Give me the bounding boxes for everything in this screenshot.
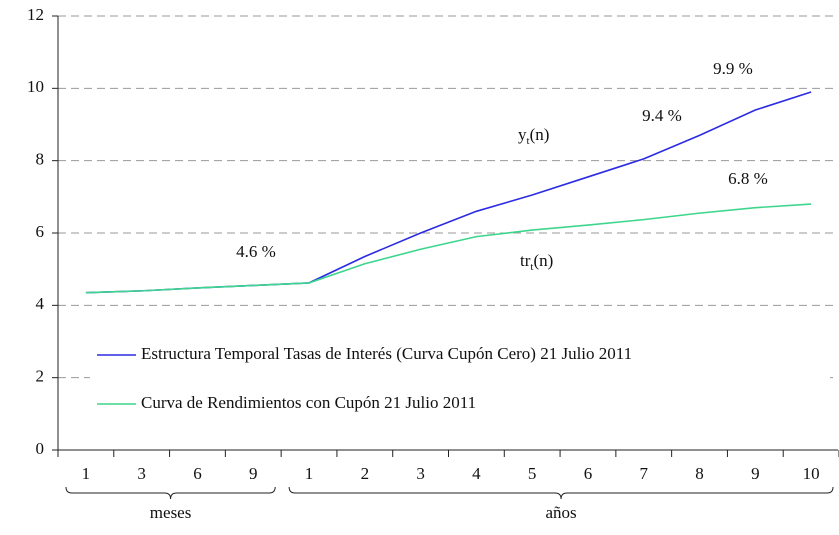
series-line — [85, 91, 812, 294]
y-tick-label: 10 — [27, 77, 44, 96]
y-tick-label: 12 — [27, 5, 44, 24]
annotation-part: t — [527, 135, 530, 147]
x-tick-label: 9 — [249, 464, 258, 483]
annotation-part: (n) — [530, 125, 550, 144]
annotation: 9.9 % — [713, 59, 753, 78]
legend-label: Curva de Rendimientos con Cupón 21 Julio… — [141, 393, 476, 412]
series-line — [85, 203, 812, 294]
annotation-part: t — [530, 261, 533, 273]
y-tick-label: 6 — [36, 222, 45, 241]
x-tick-label: 6 — [193, 464, 202, 483]
y-tick-label: 2 — [36, 367, 45, 386]
x-tick-label: 7 — [640, 464, 649, 483]
x-tick-label: 2 — [361, 464, 370, 483]
legend-label: Estructura Temporal Tasas de Interés (Cu… — [141, 344, 632, 363]
annotation-part: 9.4 % — [642, 106, 682, 125]
group-label: meses — [150, 503, 192, 522]
annotation-part: y — [518, 125, 527, 144]
annotation: 4.6 % — [236, 242, 276, 261]
x-tick-label: 5 — [528, 464, 537, 483]
x-tick-label: 3 — [416, 464, 425, 483]
x-tick-label: 6 — [584, 464, 593, 483]
group-brace — [288, 486, 834, 500]
y-tick-label: 4 — [36, 294, 45, 313]
group-label: años — [545, 503, 576, 522]
annotation-part: 6.8 % — [728, 169, 768, 188]
annotation: yt(n) — [518, 125, 549, 147]
annotation-part: 9.9 % — [713, 59, 753, 78]
y-tick-label: 8 — [36, 150, 45, 169]
x-tick-label: 8 — [695, 464, 704, 483]
annotation-part: tr — [520, 251, 531, 270]
x-tick-label: 1 — [82, 464, 91, 483]
annotation-part: (n) — [533, 251, 553, 270]
x-tick-label: 4 — [472, 464, 481, 483]
x-tick-label: 3 — [137, 464, 146, 483]
x-tick-label: 10 — [803, 464, 820, 483]
annotation: 6.8 % — [728, 169, 768, 188]
legend-box — [90, 328, 830, 430]
group-brace — [65, 486, 276, 500]
annotation: 9.4 % — [642, 106, 682, 125]
x-tick-label: 1 — [305, 464, 314, 483]
x-tick-label: 9 — [751, 464, 760, 483]
y-tick-label: 0 — [36, 439, 45, 458]
annotation-part: 4.6 % — [236, 242, 276, 261]
annotation: trt(n) — [520, 251, 553, 273]
